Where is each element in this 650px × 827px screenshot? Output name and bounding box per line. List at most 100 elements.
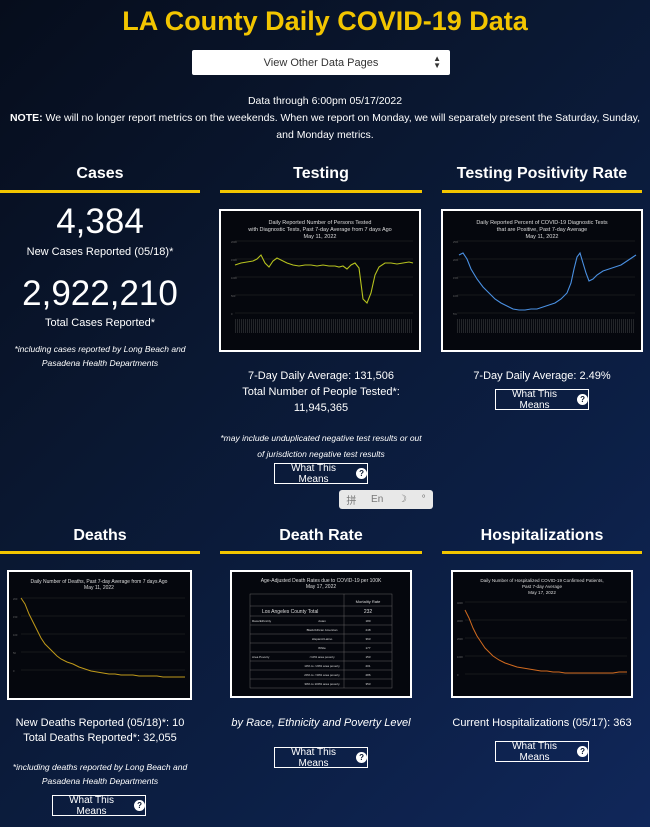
testing-chart-title-2: with Diagnostic Tests, Past 7-day Averag… <box>247 227 391 233</box>
deaths-total: Total Deaths Reported*: 32,055 <box>23 732 177 744</box>
death-rate-chart-title-1: Age-Adjusted Death Rates due to COVID-19… <box>261 578 382 584</box>
hospital-button-label: What This Means <box>512 740 557 763</box>
deaths-footnote: *including deaths reported by Long Beach… <box>12 762 188 786</box>
ime-english-toggle[interactable]: En <box>371 494 384 505</box>
testing-line <box>234 254 414 304</box>
table-row-label: Asian <box>318 619 326 623</box>
hospital-chart-svg: Daily Number of Hospitalized COVID-19 Co… <box>457 578 627 677</box>
table-row-value: 363 <box>365 637 370 641</box>
testing-axis-ticks: 2000 1500 1000 500 0 <box>231 240 237 316</box>
cases-rule <box>0 190 200 193</box>
hospital-chart[interactable]: Daily Number of Hospitalized COVID-19 Co… <box>451 570 633 698</box>
testing-total-label: Total Number of People Tested*: <box>242 386 400 398</box>
positivity-line <box>458 251 637 311</box>
data-pages-select-label: View Other Data Pages <box>263 56 379 69</box>
total-cases-value: 2,922,210 <box>22 274 178 313</box>
positivity-chart[interactable]: Daily Reported Percent of COVID-19 Diagn… <box>441 209 643 352</box>
data-through-text: Data through 6:00pm 05/17/2022 <box>247 95 403 107</box>
table-row-value: 153 <box>365 655 370 659</box>
svg-text:500: 500 <box>231 294 236 298</box>
data-pages-select[interactable]: View Other Data Pages ▲ ▼ <box>192 50 450 75</box>
deaths-chart[interactable]: Daily Number of Deaths, Past 7-day Avera… <box>7 570 192 700</box>
svg-text:1000: 1000 <box>457 655 463 659</box>
testing-chart-svg: Daily Reported Number of Persons Tested w… <box>231 220 414 333</box>
ime-punctuation-icon[interactable]: ° <box>421 494 426 505</box>
positivity-what-this-means-button[interactable]: What This Means? <box>495 388 589 411</box>
positivity-chart-title-1: Daily Reported Percent of COVID-19 Diagn… <box>476 220 608 226</box>
new-cases-label: New Cases Reported (05/18)* <box>26 246 174 258</box>
deaths-line <box>20 597 185 678</box>
svg-text:2000: 2000 <box>457 637 463 641</box>
deaths-axis-ticks: 200 150 100 50 0 <box>13 597 18 673</box>
svg-text:0: 0 <box>457 673 459 677</box>
hospital-chart-title-1: Daily Number of Hospitalized COVID-19 Co… <box>480 578 603 583</box>
note-text: NOTE: We will no longer report metrics o… <box>0 110 650 144</box>
positivity-button-label: What This Means <box>512 388 557 411</box>
testing-button-label: What This Means <box>291 462 336 485</box>
death-rate-table-text: Mortality Rate Los Angeles County Total … <box>252 599 381 686</box>
testing-chart[interactable]: Daily Reported Number of Persons Tested w… <box>219 209 421 352</box>
page-title: LA County Daily COVID-19 Data <box>122 6 528 36</box>
deaths-new: New Deaths Reported (05/18)*: 10 <box>15 717 185 729</box>
testing-chart-title: Daily Reported Number of Persons Tested w… <box>247 220 391 240</box>
table-total-value: 232 <box>364 609 373 615</box>
deaths-rule <box>0 551 200 554</box>
death-rate-chart-title: Age-Adjusted Death Rates due to COVID-19… <box>261 578 382 590</box>
testing-chart-date: May 11, 2022 <box>304 234 337 240</box>
table-header: Mortality Rate <box>356 599 381 604</box>
svg-text:5%: 5% <box>453 312 457 316</box>
cases-title: Cases <box>76 165 124 182</box>
testing-total-value: 11,945,365 <box>293 402 349 414</box>
hospital-line <box>464 609 627 674</box>
hospital-chart-date: May 17, 2022 <box>528 590 556 595</box>
svg-text:200: 200 <box>13 597 18 601</box>
testing-avg: 7-Day Daily Average: 131,506 <box>248 370 394 382</box>
table-row-value: 177 <box>365 646 370 650</box>
table-group-race: Race/Ethnicity <box>252 619 272 623</box>
death-rate-caption: by Race, Ethnicity and Poverty Level <box>231 717 411 729</box>
positivity-avg: 7-Day Daily Average: 2.49% <box>473 370 611 382</box>
ime-pinyin-icon[interactable]: 拼 <box>346 496 357 507</box>
death-rate-table-svg: Age-Adjusted Death Rates due to COVID-19… <box>249 578 393 689</box>
new-cases-value: 4,384 <box>56 202 144 241</box>
note-body: We will no longer report metrics on the … <box>42 112 641 141</box>
positivity-title: Testing Positivity Rate <box>456 165 628 182</box>
total-cases-label: Total Cases Reported* <box>44 317 156 329</box>
death-rate-what-this-means-button[interactable]: What This Means? <box>274 747 368 769</box>
testing-xaxis-labels <box>235 319 413 333</box>
note-label: NOTE: <box>9 112 43 124</box>
death-rate-chart[interactable]: Age-Adjusted Death Rates due to COVID-19… <box>230 570 412 698</box>
death-rate-chart-date: May 17, 2022 <box>306 584 337 590</box>
deaths-chart-date: May 11, 2022 <box>84 585 114 591</box>
ime-moon-icon[interactable]: ☽ <box>397 494 407 505</box>
hospital-title: Hospitalizations <box>480 527 604 544</box>
table-row-value: 353 <box>365 682 370 686</box>
positivity-chart-svg: Daily Reported Percent of COVID-19 Diagn… <box>453 220 637 333</box>
table-row-label: White <box>318 646 326 650</box>
positivity-grid <box>457 240 635 314</box>
table-row-label: Hispanic/Latino <box>312 637 333 641</box>
testing-what-this-means-button[interactable]: What This Means? <box>274 462 368 485</box>
death-rate-rule <box>220 551 422 554</box>
svg-text:3000: 3000 <box>457 619 463 623</box>
deaths-grid <box>21 597 185 671</box>
svg-text:1000: 1000 <box>231 276 237 280</box>
svg-text:0: 0 <box>13 669 15 673</box>
testing-footnote: *may include unduplicated negative test … <box>220 433 422 459</box>
svg-text:2000: 2000 <box>231 240 237 244</box>
hospital-what-this-means-button[interactable]: What This Means? <box>495 740 589 763</box>
svg-text:10%: 10% <box>453 294 459 298</box>
deaths-chart-svg: Daily Number of Deaths, Past 7-day Avera… <box>13 579 185 678</box>
table-group-poverty: Area Poverty <box>252 655 270 659</box>
ime-toolbar[interactable]: 拼 En ☽ ° <box>339 490 433 509</box>
deaths-what-this-means-button[interactable]: What This Means? <box>52 795 146 817</box>
deaths-chart-title-1: Daily Number of Deaths, Past 7-day Avera… <box>31 579 168 585</box>
svg-text:50: 50 <box>13 651 16 655</box>
help-icon: ? <box>134 800 145 811</box>
help-icon: ? <box>356 468 367 479</box>
deaths-chart-title: Daily Number of Deaths, Past 7-day Avera… <box>31 579 168 591</box>
help-icon: ? <box>577 394 588 405</box>
table-row-value: 201 <box>365 664 370 668</box>
table-row-label: 30% to 100% area poverty <box>304 682 340 686</box>
testing-title: Testing <box>293 165 349 182</box>
